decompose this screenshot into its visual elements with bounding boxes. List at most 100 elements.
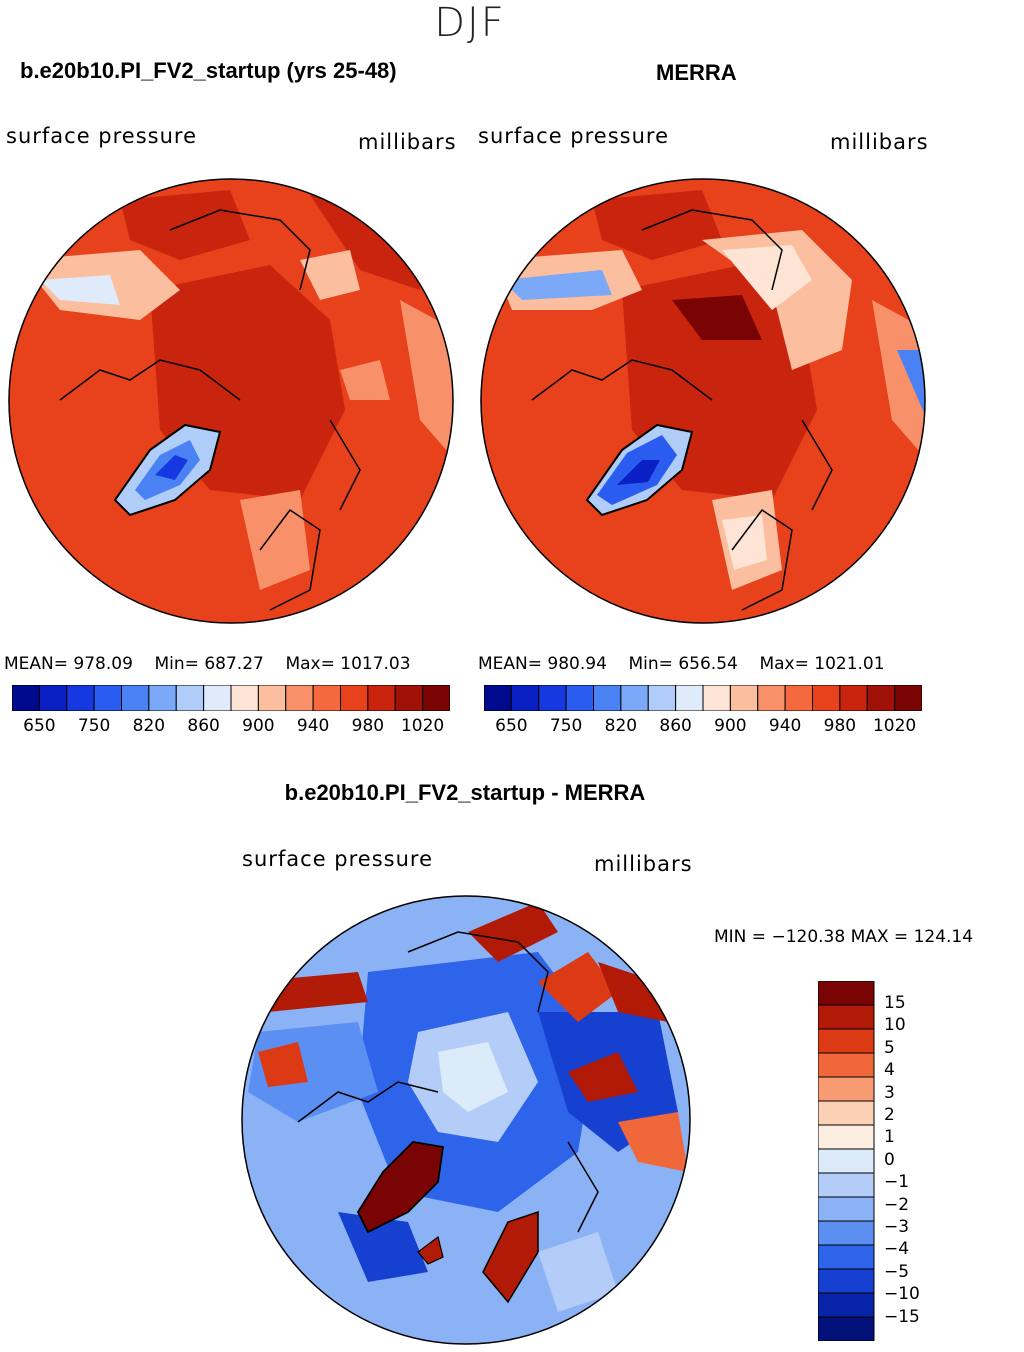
- colorbar-tick-label: 980: [351, 716, 385, 736]
- colorbar-swatch: [484, 685, 512, 711]
- max-value: 1021.01: [814, 654, 885, 674]
- colorbar-swatch: [894, 685, 922, 711]
- mean-label: MEAN=: [478, 654, 542, 674]
- colorbar-tick-label: 820: [132, 716, 166, 736]
- colorbar-swatch: [866, 685, 896, 711]
- min-label: Min=: [154, 654, 199, 674]
- colorbar-level-label: 1: [884, 1127, 895, 1148]
- colorbar-swatch: [818, 1316, 875, 1341]
- panel-right-stats: MEAN= 980.94 Min= 656.54 Max= 1021.01: [478, 654, 885, 674]
- colorbar-swatch: [93, 685, 122, 711]
- colorbar-level-label: −1: [884, 1172, 910, 1193]
- colorbar-swatch: [593, 685, 622, 711]
- colorbar-tick-label: 860: [659, 716, 692, 736]
- colorbar-swatch: [818, 1124, 875, 1150]
- difference-title: b.e20b10.PI_FV2_startup - MERRA: [284, 780, 646, 805]
- colorbar-level-label: −15: [884, 1306, 920, 1327]
- colorbar-tick-label: 750: [77, 716, 111, 736]
- colorbar-swatch: [367, 685, 396, 711]
- min-value: 656.54: [678, 654, 738, 674]
- difference-colorbar-labels: 15 10 5 4 3 2 1 0 −1 −2 −3 −4 −5 −10 −15: [880, 981, 940, 1341]
- colorbar-swatch: [818, 1052, 875, 1078]
- colorbar-swatch: [12, 685, 40, 711]
- colorbar-tick-label: 900: [242, 716, 275, 736]
- colorbar-swatch: [422, 685, 450, 711]
- colorbar-swatch: [203, 685, 232, 711]
- colorbar-swatch: [312, 685, 341, 711]
- colorbar-tick-label: 980: [823, 716, 857, 736]
- colorbar-tick-label: 820: [604, 716, 638, 736]
- panel-left-units: millibars: [358, 130, 457, 154]
- colorbar-swatch: [565, 685, 594, 711]
- difference-variable: surface pressure: [242, 847, 433, 871]
- colorbar-swatch: [702, 685, 731, 711]
- colorbar-tick-label: 940: [768, 716, 802, 736]
- difference-units: millibars: [594, 852, 693, 876]
- map-difference: [241, 895, 691, 1345]
- panel-right-variable: surface pressure: [478, 124, 669, 148]
- colorbar-swatch: [66, 685, 95, 711]
- colorbar-swatch: [818, 1004, 875, 1030]
- colorbar-tick-label: 1020: [400, 716, 445, 736]
- colorbar-swatch: [818, 1148, 875, 1174]
- colorbar-level-label: 2: [884, 1105, 895, 1125]
- colorbar-left: [12, 685, 450, 711]
- colorbar-swatch: [729, 685, 759, 711]
- colorbar-swatch: [784, 685, 813, 711]
- colorbar-swatch: [818, 1268, 875, 1294]
- min-value: 687.27: [204, 654, 264, 674]
- panel-right-title: MERRA: [656, 60, 737, 85]
- colorbar-swatch: [818, 1100, 875, 1126]
- difference-colorbar: [818, 981, 875, 1341]
- max-value: 1017.03: [340, 654, 411, 674]
- colorbar-tick-label: 650: [23, 716, 56, 736]
- colorbar-tick-labels: 650 750 820 860 900 940 980 1020 650 750 820 860 900…: [0, 716, 1024, 740]
- mean-label: MEAN=: [4, 654, 68, 674]
- colorbar-tick-label: 750: [549, 716, 583, 736]
- colorbar-swatch: [839, 685, 868, 711]
- colorbar-swatch: [818, 1028, 875, 1054]
- mean-value: 980.94: [547, 654, 607, 674]
- difference-minmax: MIN = −120.38 MAX = 124.14: [714, 927, 974, 947]
- colorbar-swatch: [121, 685, 150, 711]
- colorbar-tick-label: 1020: [872, 716, 917, 736]
- max-label: Max=: [285, 654, 335, 674]
- colorbar-swatch: [818, 1244, 875, 1270]
- colorbar-tick-label: 900: [714, 716, 747, 736]
- mean-value: 978.09: [73, 654, 133, 674]
- colorbar-level-label: −3: [884, 1217, 910, 1237]
- colorbar-level-label: 5: [884, 1037, 895, 1058]
- colorbar-swatch: [757, 685, 786, 711]
- map-merra-surface-pressure: [480, 178, 926, 624]
- colorbar-swatch: [394, 685, 424, 711]
- panel-left-title: b.e20b10.PI_FV2_startup (yrs 25-48): [20, 58, 397, 83]
- colorbar-level-label: −4: [884, 1239, 910, 1260]
- colorbar-level-label: −10: [884, 1284, 920, 1305]
- season-title: DJF: [434, 0, 506, 46]
- colorbar-swatch: [538, 685, 567, 711]
- colorbar-level-label: 15: [884, 993, 906, 1013]
- colorbar-swatch: [812, 685, 841, 711]
- colorbar-swatch: [285, 685, 314, 711]
- map-model-surface-pressure: [8, 178, 454, 624]
- colorbar-tick-label: 650: [495, 716, 528, 736]
- colorbar-swatch: [818, 1292, 875, 1318]
- colorbar-level-label: 0: [884, 1149, 895, 1170]
- colorbar-swatch: [38, 685, 68, 711]
- colorbar-swatch: [818, 981, 875, 1006]
- colorbar-right: [484, 685, 922, 711]
- colorbar-level-label: −2: [884, 1194, 910, 1215]
- colorbar-swatch: [257, 685, 287, 711]
- colorbar-swatch: [647, 685, 677, 711]
- colorbar-swatch: [818, 1076, 875, 1102]
- colorbar-tick-label: 940: [296, 716, 330, 736]
- max-label: Max=: [759, 654, 809, 674]
- colorbar-tick-label: 860: [187, 716, 220, 736]
- colorbar-swatch: [230, 685, 259, 711]
- min-label: Min=: [628, 654, 673, 674]
- colorbar-level-label: 10: [884, 1015, 906, 1036]
- panel-left-stats: MEAN= 978.09 Min= 687.27 Max= 1017.03: [4, 654, 411, 674]
- colorbar-swatch: [818, 1220, 875, 1246]
- colorbar-swatch: [340, 685, 369, 711]
- colorbar-level-label: 4: [884, 1060, 895, 1081]
